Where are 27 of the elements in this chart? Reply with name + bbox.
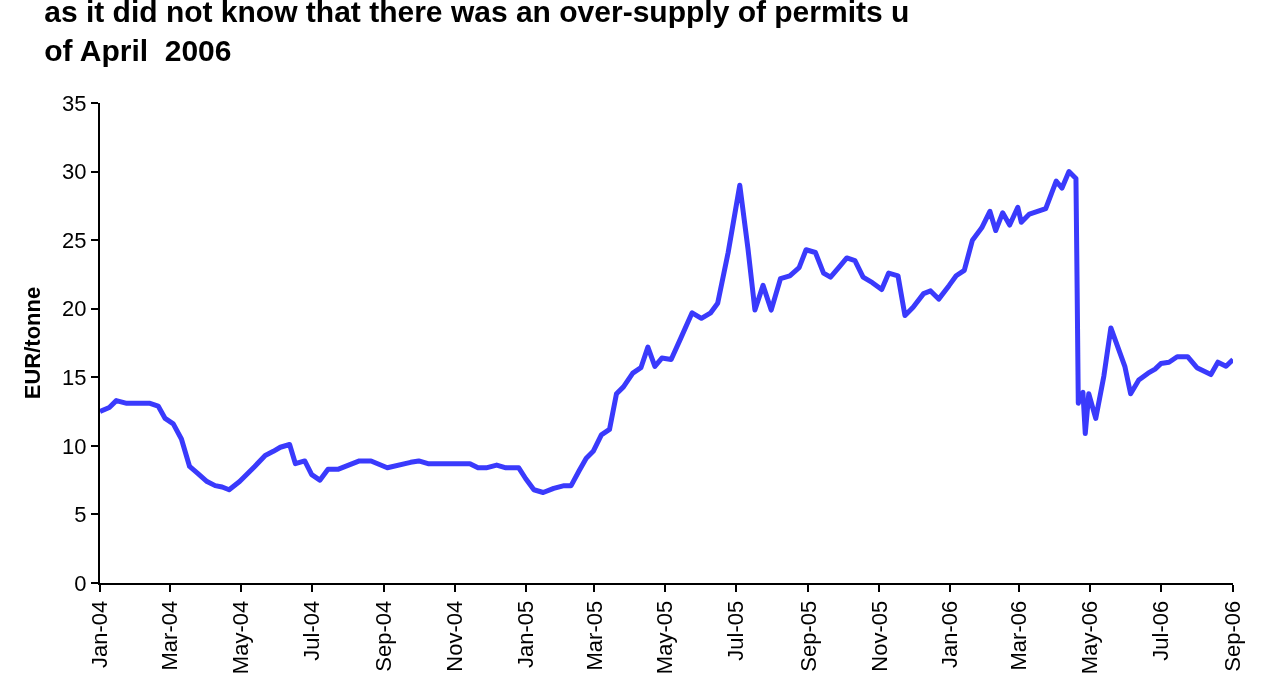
- x-tick-label: Jan-04: [87, 600, 113, 669]
- x-tick-label: Sep-05: [795, 600, 821, 672]
- x-tick-label: Nov-04: [441, 600, 467, 672]
- x-tick-label: Jan-05: [512, 600, 538, 669]
- x-tick-label: Mar-05: [581, 600, 607, 671]
- x-tick-label: Nov-05: [866, 600, 892, 672]
- x-tick-label: Sep-06: [1220, 600, 1246, 672]
- x-tick-label: Jan-06: [937, 600, 963, 669]
- y-tick-label: 15: [62, 364, 87, 390]
- x-tick-label: Jul-05: [723, 600, 749, 661]
- y-tick-label: 20: [62, 296, 87, 322]
- x-tick-label: Jul-04: [298, 600, 324, 661]
- y-tick-label: 5: [74, 502, 87, 528]
- x-tick-label: Sep-04: [370, 600, 396, 672]
- y-tick-label: 0: [74, 570, 87, 596]
- y-tick-label: 35: [62, 90, 87, 116]
- x-tick-label: May-04: [227, 600, 253, 675]
- y-tick-label: 10: [62, 433, 87, 459]
- y-tick-label: 30: [62, 159, 87, 185]
- y-tick-label: 25: [62, 227, 87, 253]
- x-tick-label: May-06: [1077, 600, 1103, 675]
- x-tick-label: Mar-04: [156, 600, 182, 671]
- y-axis-title: EUR/tonne: [20, 286, 46, 400]
- x-tick-label: Jul-06: [1148, 600, 1174, 661]
- chart-title: as it did not know that there was an over-supply of permits u of April 2006: [44, 0, 910, 68]
- x-tick-label: May-05: [652, 600, 678, 675]
- x-tick-label: Mar-06: [1006, 600, 1032, 671]
